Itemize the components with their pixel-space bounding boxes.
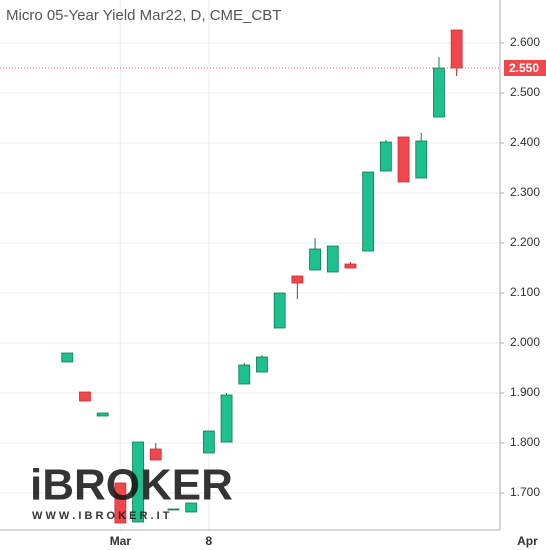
- candle-body: [415, 140, 428, 179]
- candle-body: [149, 448, 162, 461]
- candle-body: [326, 245, 339, 273]
- y-tick-label: 2.600: [510, 35, 540, 49]
- candle-body: [61, 352, 74, 363]
- y-tick-label: 2.100: [510, 285, 540, 299]
- y-tick-label: 2.400: [510, 135, 540, 149]
- candle-body: [450, 29, 463, 69]
- candle-body: [238, 364, 251, 385]
- candle-body: [309, 248, 321, 271]
- watermark-logo: iBROKER: [30, 461, 233, 510]
- y-tick-label: 1.800: [510, 435, 540, 449]
- candle-body: [202, 430, 215, 454]
- y-tick-label: 2.000: [510, 335, 540, 349]
- last-price-label: 2.550: [509, 61, 539, 75]
- candle-body: [96, 412, 109, 417]
- candle-body: [132, 441, 144, 523]
- candle-body: [185, 502, 198, 513]
- candle-body: [256, 356, 268, 373]
- y-tick-label: 1.700: [510, 485, 540, 499]
- x-tick-label: Apr: [517, 534, 538, 548]
- y-tick-label: 2.300: [510, 185, 540, 199]
- y-tick-label: 2.500: [510, 85, 540, 99]
- candle-body: [291, 275, 304, 284]
- chart-title: Micro 05-Year Yield Mar22, D, CME_CBT: [6, 7, 281, 24]
- candle-body: [273, 292, 286, 329]
- candle-body: [220, 394, 233, 443]
- candle-body: [362, 171, 375, 252]
- y-tick-label: 2.200: [510, 235, 540, 249]
- candle-body: [114, 482, 127, 524]
- candle-body: [433, 67, 445, 118]
- candle-body: [397, 136, 410, 183]
- x-tick-label: 8: [206, 534, 213, 548]
- x-tick-label: Mar: [110, 534, 132, 548]
- candle-body: [167, 508, 180, 511]
- last-price-box: [504, 60, 546, 76]
- y-tick-label: 1.900: [510, 385, 540, 399]
- candle-body: [344, 263, 357, 269]
- candle-body: [79, 391, 91, 402]
- candle-body: [379, 141, 392, 172]
- watermark-url: W W W . I B R O K E R . I T: [32, 510, 170, 522]
